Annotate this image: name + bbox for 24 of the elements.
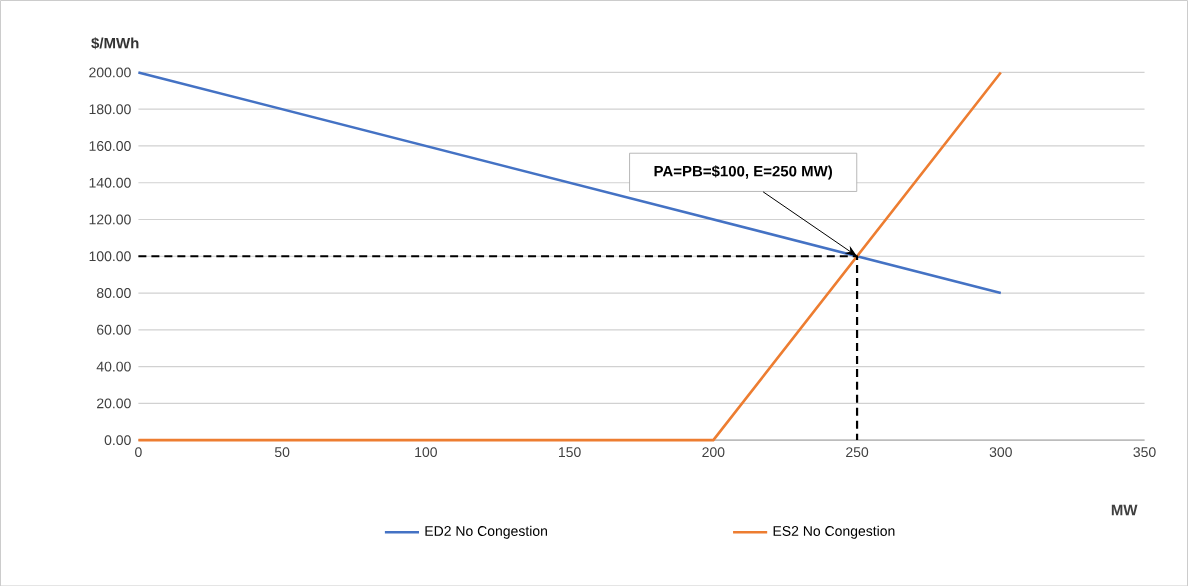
y-tick-label: 120.00 <box>89 214 131 225</box>
x-tick-label: 0 <box>135 446 142 457</box>
annotation: PA=PB=$100, E=250 MW) <box>654 164 832 180</box>
y-axis-title: $/MWh <box>91 36 139 50</box>
x-tick-label: 50 <box>274 446 290 457</box>
legend-label: ED2 No Congestion <box>425 525 547 539</box>
x-tick-label: 300 <box>989 446 1012 457</box>
y-tick-label: 140.00 <box>89 177 131 188</box>
legend-label: ES2 No Congestion <box>773 525 895 539</box>
y-tick-label: 0.00 <box>104 434 131 445</box>
y-tick-label: 40.00 <box>96 361 131 372</box>
y-tick-label: 180.00 <box>89 104 131 114</box>
y-tick-label: 160.00 <box>89 140 131 151</box>
y-tick-label: 60.00 <box>97 324 131 335</box>
x-tick-label: 150 <box>558 446 581 457</box>
x-axis-title: MW <box>1111 504 1138 515</box>
y-tick-label: 200.00 <box>89 67 131 78</box>
x-tick-label: 350 <box>1133 446 1156 457</box>
y-tick-label: 80.00 <box>96 287 131 298</box>
y-tick-label: 100.00 <box>89 251 131 261</box>
x-tick-label: 100 <box>415 446 437 457</box>
x-tick-label: 200 <box>702 446 725 457</box>
y-tick-label: 20.00 <box>97 398 131 409</box>
x-tick-label: 250 <box>846 446 869 457</box>
